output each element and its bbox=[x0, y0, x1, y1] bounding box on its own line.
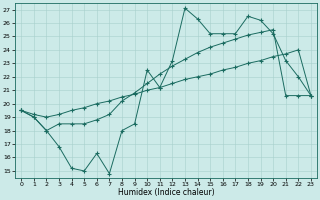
X-axis label: Humidex (Indice chaleur): Humidex (Indice chaleur) bbox=[118, 188, 214, 197]
